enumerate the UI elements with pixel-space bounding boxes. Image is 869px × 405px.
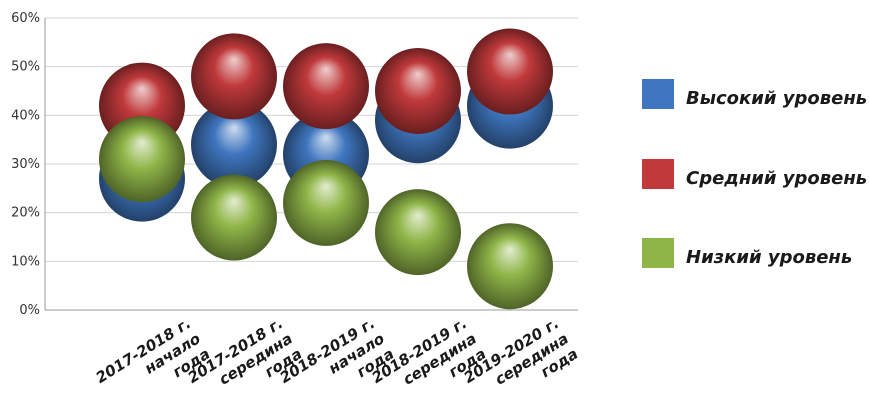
- bubble-low: [283, 159, 369, 246]
- category-label: 2019-2020 г.серединагода: [461, 314, 582, 405]
- category-label: 2017-2018 г.началогода: [93, 314, 214, 405]
- y-tick-label: 30%: [11, 157, 40, 172]
- legend-label: Высокий уровень: [686, 88, 867, 109]
- bubble-low: [467, 223, 553, 310]
- y-tick-label: 50%: [11, 60, 40, 75]
- y-tick-label: 40%: [11, 108, 40, 123]
- legend-label: Низкий уровень: [686, 247, 852, 268]
- bubble-high: [191, 101, 277, 188]
- legend-label: Средний уровень: [686, 168, 867, 189]
- legend-swatch: [642, 238, 674, 268]
- y-tick-label: 10%: [11, 254, 40, 269]
- category-label: 2018-2019 г.началогода: [277, 314, 398, 405]
- bubble-medium: [375, 48, 461, 134]
- legend-swatch: [642, 79, 674, 109]
- y-tick-label: 60%: [11, 11, 40, 26]
- legend-swatch: [642, 159, 674, 189]
- bubble-medium: [191, 33, 277, 120]
- bubble-medium: [283, 43, 369, 130]
- bubbles: [99, 28, 553, 310]
- bubble-medium: [467, 28, 553, 115]
- legend: Высокий уровень Средний уровень Низкий уро…: [642, 79, 867, 268]
- bubble-low: [99, 116, 185, 203]
- y-tick-label: 0%: [19, 303, 40, 318]
- category-label: 2018-2019 г.серединагода: [369, 314, 490, 405]
- y-tick-label: 20%: [11, 206, 40, 221]
- bubble-low: [375, 189, 461, 276]
- category-label: 2017-2018 г.серединагода: [185, 314, 306, 405]
- bubble-low: [191, 174, 277, 261]
- y-axis-ticks: 0% 10% 20% 30% 40% 50% 60%: [11, 11, 40, 318]
